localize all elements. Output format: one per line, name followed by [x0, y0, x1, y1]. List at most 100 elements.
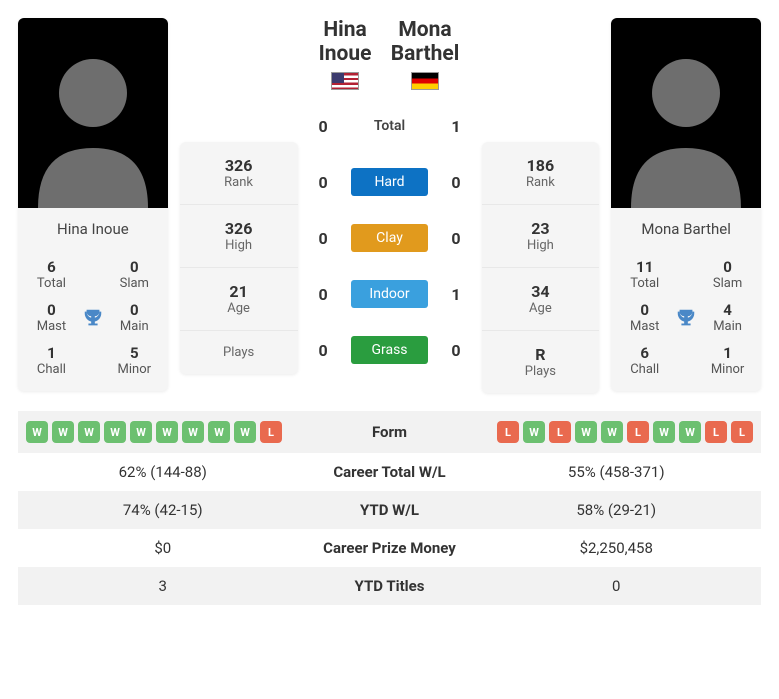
p2-minor: 1Minor	[700, 340, 755, 381]
p2-chall: 6Chall	[617, 340, 672, 381]
h2h-p1-val: 0	[310, 117, 337, 136]
compare-label: YTD W/L	[300, 501, 480, 519]
silhouette-icon	[621, 38, 751, 208]
p2-rank: 186Rank	[482, 142, 600, 205]
form-badge: W	[208, 421, 230, 443]
form-badge: W	[156, 421, 178, 443]
player1-name: Hina Inoue	[18, 208, 168, 250]
player2-card: Mona Barthel 11Total 0Slam 0Mast 4Main 6…	[611, 18, 761, 391]
p1-header-name: Hina Inoue	[310, 18, 381, 66]
h2h-p1-val: 0	[310, 229, 337, 248]
form-badge: W	[575, 421, 597, 443]
compare-row: $0Career Prize Money$2,250,458	[18, 529, 761, 567]
compare-label: Career Total W/L	[300, 463, 480, 481]
form-badge: L	[549, 421, 571, 443]
form-badge: L	[260, 421, 282, 443]
p2-age: 34Age	[482, 268, 600, 331]
h2h-surface-label: Indoor	[351, 280, 429, 308]
h2h-surface-label: Clay	[351, 224, 429, 252]
p1-form: WWWWWWWWWL	[26, 421, 300, 443]
p2-form: LWLWWLWWLL	[480, 421, 754, 443]
form-badge: W	[653, 421, 675, 443]
compare-p2: 58% (29-21)	[480, 501, 754, 519]
compare-p1: 3	[26, 577, 300, 595]
h2h-row: 0Grass0	[310, 322, 470, 378]
p2-mast: 0Mast	[617, 297, 672, 338]
p1-high: 326High	[180, 205, 298, 268]
compare-row: 74% (42-15)YTD W/L58% (29-21)	[18, 491, 761, 529]
silhouette-icon	[28, 38, 158, 208]
compare-p1: 62% (144-88)	[26, 463, 300, 481]
h2h-center: Hina Inoue Mona Barthel 0 Total 1 0 Hard 0 0 Cl…	[310, 18, 470, 378]
h2h-row: 0 Clay 0	[310, 210, 470, 266]
p1-mast: 0Mast	[24, 297, 79, 338]
h2h-p2-val: 0	[442, 341, 469, 360]
flag-germany	[411, 72, 439, 90]
form-badge: W	[601, 421, 623, 443]
p1-plays: Plays	[180, 331, 298, 374]
form-badge: L	[497, 421, 519, 443]
player1-card: Hina Inoue 6Total 0Slam 0Mast 0Main 1Cha…	[18, 18, 168, 391]
compare-row: 62% (144-88)Career Total W/L55% (458-371…	[18, 453, 761, 491]
player1-titles: 6Total 0Slam 0Mast 0Main 1Chall 5Minor	[18, 250, 168, 391]
player2-name: Mona Barthel	[611, 208, 761, 250]
form-badge: W	[104, 421, 126, 443]
form-badge: L	[627, 421, 649, 443]
p2-main: 4Main	[700, 297, 755, 338]
form-badge: L	[731, 421, 753, 443]
h2h-surface-label: Total	[351, 112, 429, 140]
h2h-p2-val: 0	[442, 173, 469, 192]
form-badge: W	[523, 421, 545, 443]
form-badge: W	[182, 421, 204, 443]
form-badge: W	[234, 421, 256, 443]
form-badge: W	[130, 421, 152, 443]
p2-high: 23High	[482, 205, 600, 268]
form-badge: L	[705, 421, 727, 443]
compare-row: WWWWWWWWWLFormLWLWWLWWLL	[18, 411, 761, 453]
h2h-row: 0 Indoor 1	[310, 266, 470, 322]
compare-p1: $0	[26, 539, 300, 557]
player2-titles: 11Total 0Slam 0Mast 4Main 6Chall 1Minor	[611, 250, 761, 391]
form-badge: W	[52, 421, 74, 443]
trophy-icon	[79, 297, 107, 338]
p1-main: 0Main	[107, 297, 162, 338]
form-badge: W	[26, 421, 48, 443]
player2-photo	[611, 18, 761, 208]
player2-stats: 186Rank 23High 34Age RPlays	[482, 142, 600, 393]
h2h-row: 0 Total 1	[310, 98, 470, 154]
p2-slam: 0Slam	[700, 254, 755, 295]
player1-photo	[18, 18, 168, 208]
h2h-p2-val: 1	[442, 285, 469, 304]
p1-chall: 1Chall	[24, 340, 79, 381]
comparison-top: Hina Inoue 6Total 0Slam 0Mast 0Main 1Cha…	[18, 18, 761, 393]
h2h-p1-val: 0	[310, 285, 337, 304]
form-badge: W	[78, 421, 100, 443]
h2h-surface-label: Grass	[351, 336, 429, 364]
h2h-row: 0 Hard 0	[310, 154, 470, 210]
flag-usa	[331, 72, 359, 90]
h2h-p2-val: 1	[442, 117, 469, 136]
player1-stats: 326Rank 326High 21Age Plays	[180, 142, 298, 374]
compare-p2: 0	[480, 577, 754, 595]
p1-rank: 326Rank	[180, 142, 298, 205]
compare-label: Form	[300, 423, 480, 441]
trophy-icon	[672, 297, 700, 338]
h2h-table: 0Total10Hard00Clay00Indoor10Grass0	[310, 98, 470, 378]
p2-total: 11Total	[617, 254, 672, 295]
p1-slam: 0Slam	[107, 254, 162, 295]
p1-minor: 5Minor	[107, 340, 162, 381]
form-badge: W	[679, 421, 701, 443]
p1-age: 21Age	[180, 268, 298, 331]
compare-label: YTD Titles	[300, 577, 480, 595]
compare-table: WWWWWWWWWLFormLWLWWLWWLL62% (144-88)Care…	[18, 411, 761, 605]
compare-p2: $2,250,458	[480, 539, 754, 557]
p2-plays: RPlays	[482, 331, 600, 393]
h2h-p2-val: 0	[442, 229, 469, 248]
h2h-p1-val: 0	[310, 173, 337, 192]
p1-total: 6Total	[24, 254, 79, 295]
compare-p1: 74% (42-15)	[26, 501, 300, 519]
p2-header-name: Mona Barthel	[381, 18, 470, 66]
h2h-surface-label: Hard	[351, 168, 429, 196]
compare-row: 3YTD Titles0	[18, 567, 761, 605]
compare-p2: 55% (458-371)	[480, 463, 754, 481]
